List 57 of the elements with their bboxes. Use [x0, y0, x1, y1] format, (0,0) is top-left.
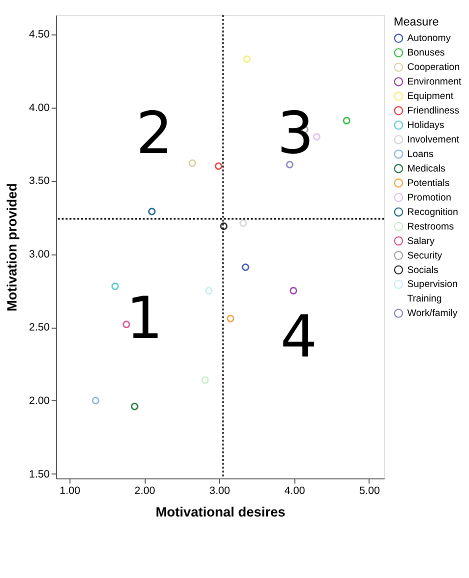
- point: [312, 133, 320, 141]
- text: Training: [407, 294, 442, 305]
- legend-label: Security: [407, 250, 442, 262]
- point: [242, 263, 250, 272]
- x-tick-label: 1.00: [60, 485, 80, 498]
- point: [188, 159, 196, 167]
- legend-label: Environment: [407, 76, 462, 88]
- legend-title: Measure: [394, 16, 439, 29]
- point: [148, 208, 156, 216]
- legend-label: Involvement: [407, 134, 460, 146]
- legend-label: Loans: [407, 148, 434, 160]
- point: [201, 376, 209, 384]
- legend-label: Socials: [407, 264, 438, 276]
- legend-label: Restrooms: [407, 221, 454, 232]
- point: [130, 402, 138, 410]
- legend-label: Promotion: [407, 192, 452, 204]
- x-tick-label: 3.00: [209, 485, 230, 498]
- legend-label: Potentials: [407, 178, 450, 189]
- legend-label: Work/family: [407, 308, 458, 320]
- y-tick-label: 2.50: [29, 322, 50, 334]
- point: [111, 282, 119, 290]
- legend-label: Medicals: [407, 163, 446, 174]
- annotation: 4: [280, 302, 318, 371]
- point: [92, 396, 100, 404]
- point: [220, 222, 228, 230]
- legend-label: Recognition: [407, 206, 458, 218]
- legend-label: Friendliness: [407, 106, 460, 117]
- annotation: 1: [126, 284, 163, 352]
- point: [205, 286, 213, 294]
- point: [290, 286, 298, 294]
- x-axis-title: Motivational desires: [156, 504, 286, 520]
- legend-label: Bonuses: [407, 48, 445, 59]
- y-tick-label: 2.00: [29, 395, 50, 408]
- point: [286, 160, 294, 168]
- point: [239, 219, 248, 228]
- legend-label: Supervision: [407, 279, 458, 290]
- y-tick-label: 4.50: [29, 28, 50, 41]
- y-tick-label: 3.50: [29, 175, 50, 188]
- legend-label: Salary: [407, 236, 435, 247]
- point: [214, 162, 222, 170]
- x-tick-label: 4.00: [284, 485, 306, 498]
- legend-label: Autonomy: [407, 33, 451, 44]
- point: [122, 320, 130, 328]
- annotation: 2: [136, 98, 173, 167]
- legend-label: Holidays: [407, 120, 444, 132]
- annotation: 3: [277, 98, 314, 167]
- y-tick-label: 1.50: [29, 468, 50, 480]
- x-tick-label: 5.00: [359, 485, 380, 498]
- y-tick-label: 3.00: [29, 248, 50, 260]
- point: [342, 116, 350, 124]
- y-tick-label: 4.00: [29, 102, 50, 114]
- point: [226, 314, 234, 322]
- legend-label: Equipment: [407, 91, 454, 102]
- x-tick-label: 2.00: [134, 485, 156, 498]
- legend-label: Cooperation: [407, 62, 460, 74]
- y-axis-title: Motivation provided: [4, 183, 20, 312]
- point: [243, 55, 251, 63]
